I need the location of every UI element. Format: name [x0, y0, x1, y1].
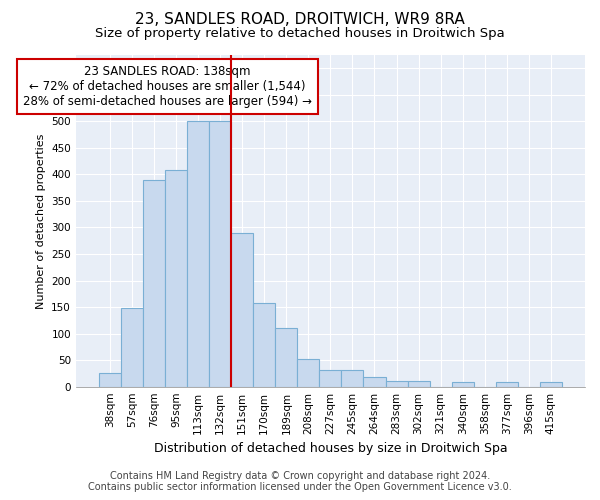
X-axis label: Distribution of detached houses by size in Droitwich Spa: Distribution of detached houses by size … [154, 442, 507, 455]
Text: 23, SANDLES ROAD, DROITWICH, WR9 8RA: 23, SANDLES ROAD, DROITWICH, WR9 8RA [135, 12, 465, 28]
Bar [298, 358, 319, 386]
Bar [165, 170, 187, 386]
Bar [452, 382, 473, 386]
Bar [319, 370, 341, 386]
Y-axis label: Number of detached properties: Number of detached properties [35, 133, 46, 308]
Bar [209, 122, 231, 386]
Bar [386, 382, 407, 386]
Bar [121, 308, 143, 386]
Bar [407, 382, 430, 386]
Bar [275, 328, 298, 386]
Text: Size of property relative to detached houses in Droitwich Spa: Size of property relative to detached ho… [95, 28, 505, 40]
Bar [231, 233, 253, 386]
Bar [496, 382, 518, 386]
Bar [187, 122, 209, 386]
Bar [143, 180, 165, 386]
Bar [540, 382, 562, 386]
Bar [341, 370, 364, 386]
Bar [253, 303, 275, 386]
Text: Contains HM Land Registry data © Crown copyright and database right 2024.
Contai: Contains HM Land Registry data © Crown c… [88, 471, 512, 492]
Bar [99, 374, 121, 386]
Bar [364, 377, 386, 386]
Text: 23 SANDLES ROAD: 138sqm
← 72% of detached houses are smaller (1,544)
28% of semi: 23 SANDLES ROAD: 138sqm ← 72% of detache… [23, 65, 312, 108]
